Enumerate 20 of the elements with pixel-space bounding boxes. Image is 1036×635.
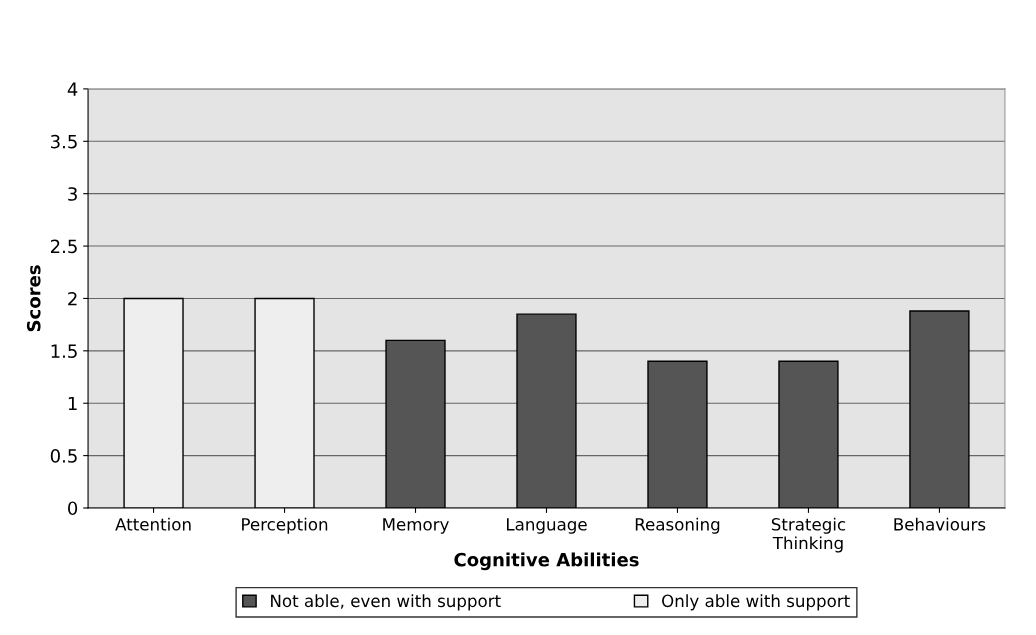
y-tick-label: 0.5 (50, 449, 77, 463)
x-tick-label: Memory (383, 518, 449, 534)
y-tick-label: 2.5 (50, 239, 77, 254)
legend-label: Only able with support (662, 594, 850, 611)
y-tick-label: 3.5 (51, 134, 77, 149)
x-tick-label: Language (507, 518, 587, 534)
x-axis-title: Cognitive Abilities (454, 552, 639, 571)
legend-label: Not able, even with support (271, 594, 501, 611)
y-tick-label: 3 (68, 187, 77, 201)
x-tick-label: Strategic Thinking (771, 517, 846, 553)
x-tick-label: Perception (242, 517, 328, 534)
y-tick-label: 1.5 (51, 344, 77, 358)
x-tick-label: Attention (115, 517, 191, 531)
x-tick-label: Reasoning (635, 517, 720, 534)
y-tick-label: 2 (68, 291, 77, 306)
y-tick-label: 4 (67, 82, 78, 96)
y-tick-label: 0 (68, 501, 78, 516)
x-tick-label: Behaviours (894, 517, 986, 531)
y-tick-label: 1 (68, 396, 77, 411)
y-axis-title: Scores (26, 265, 41, 332)
